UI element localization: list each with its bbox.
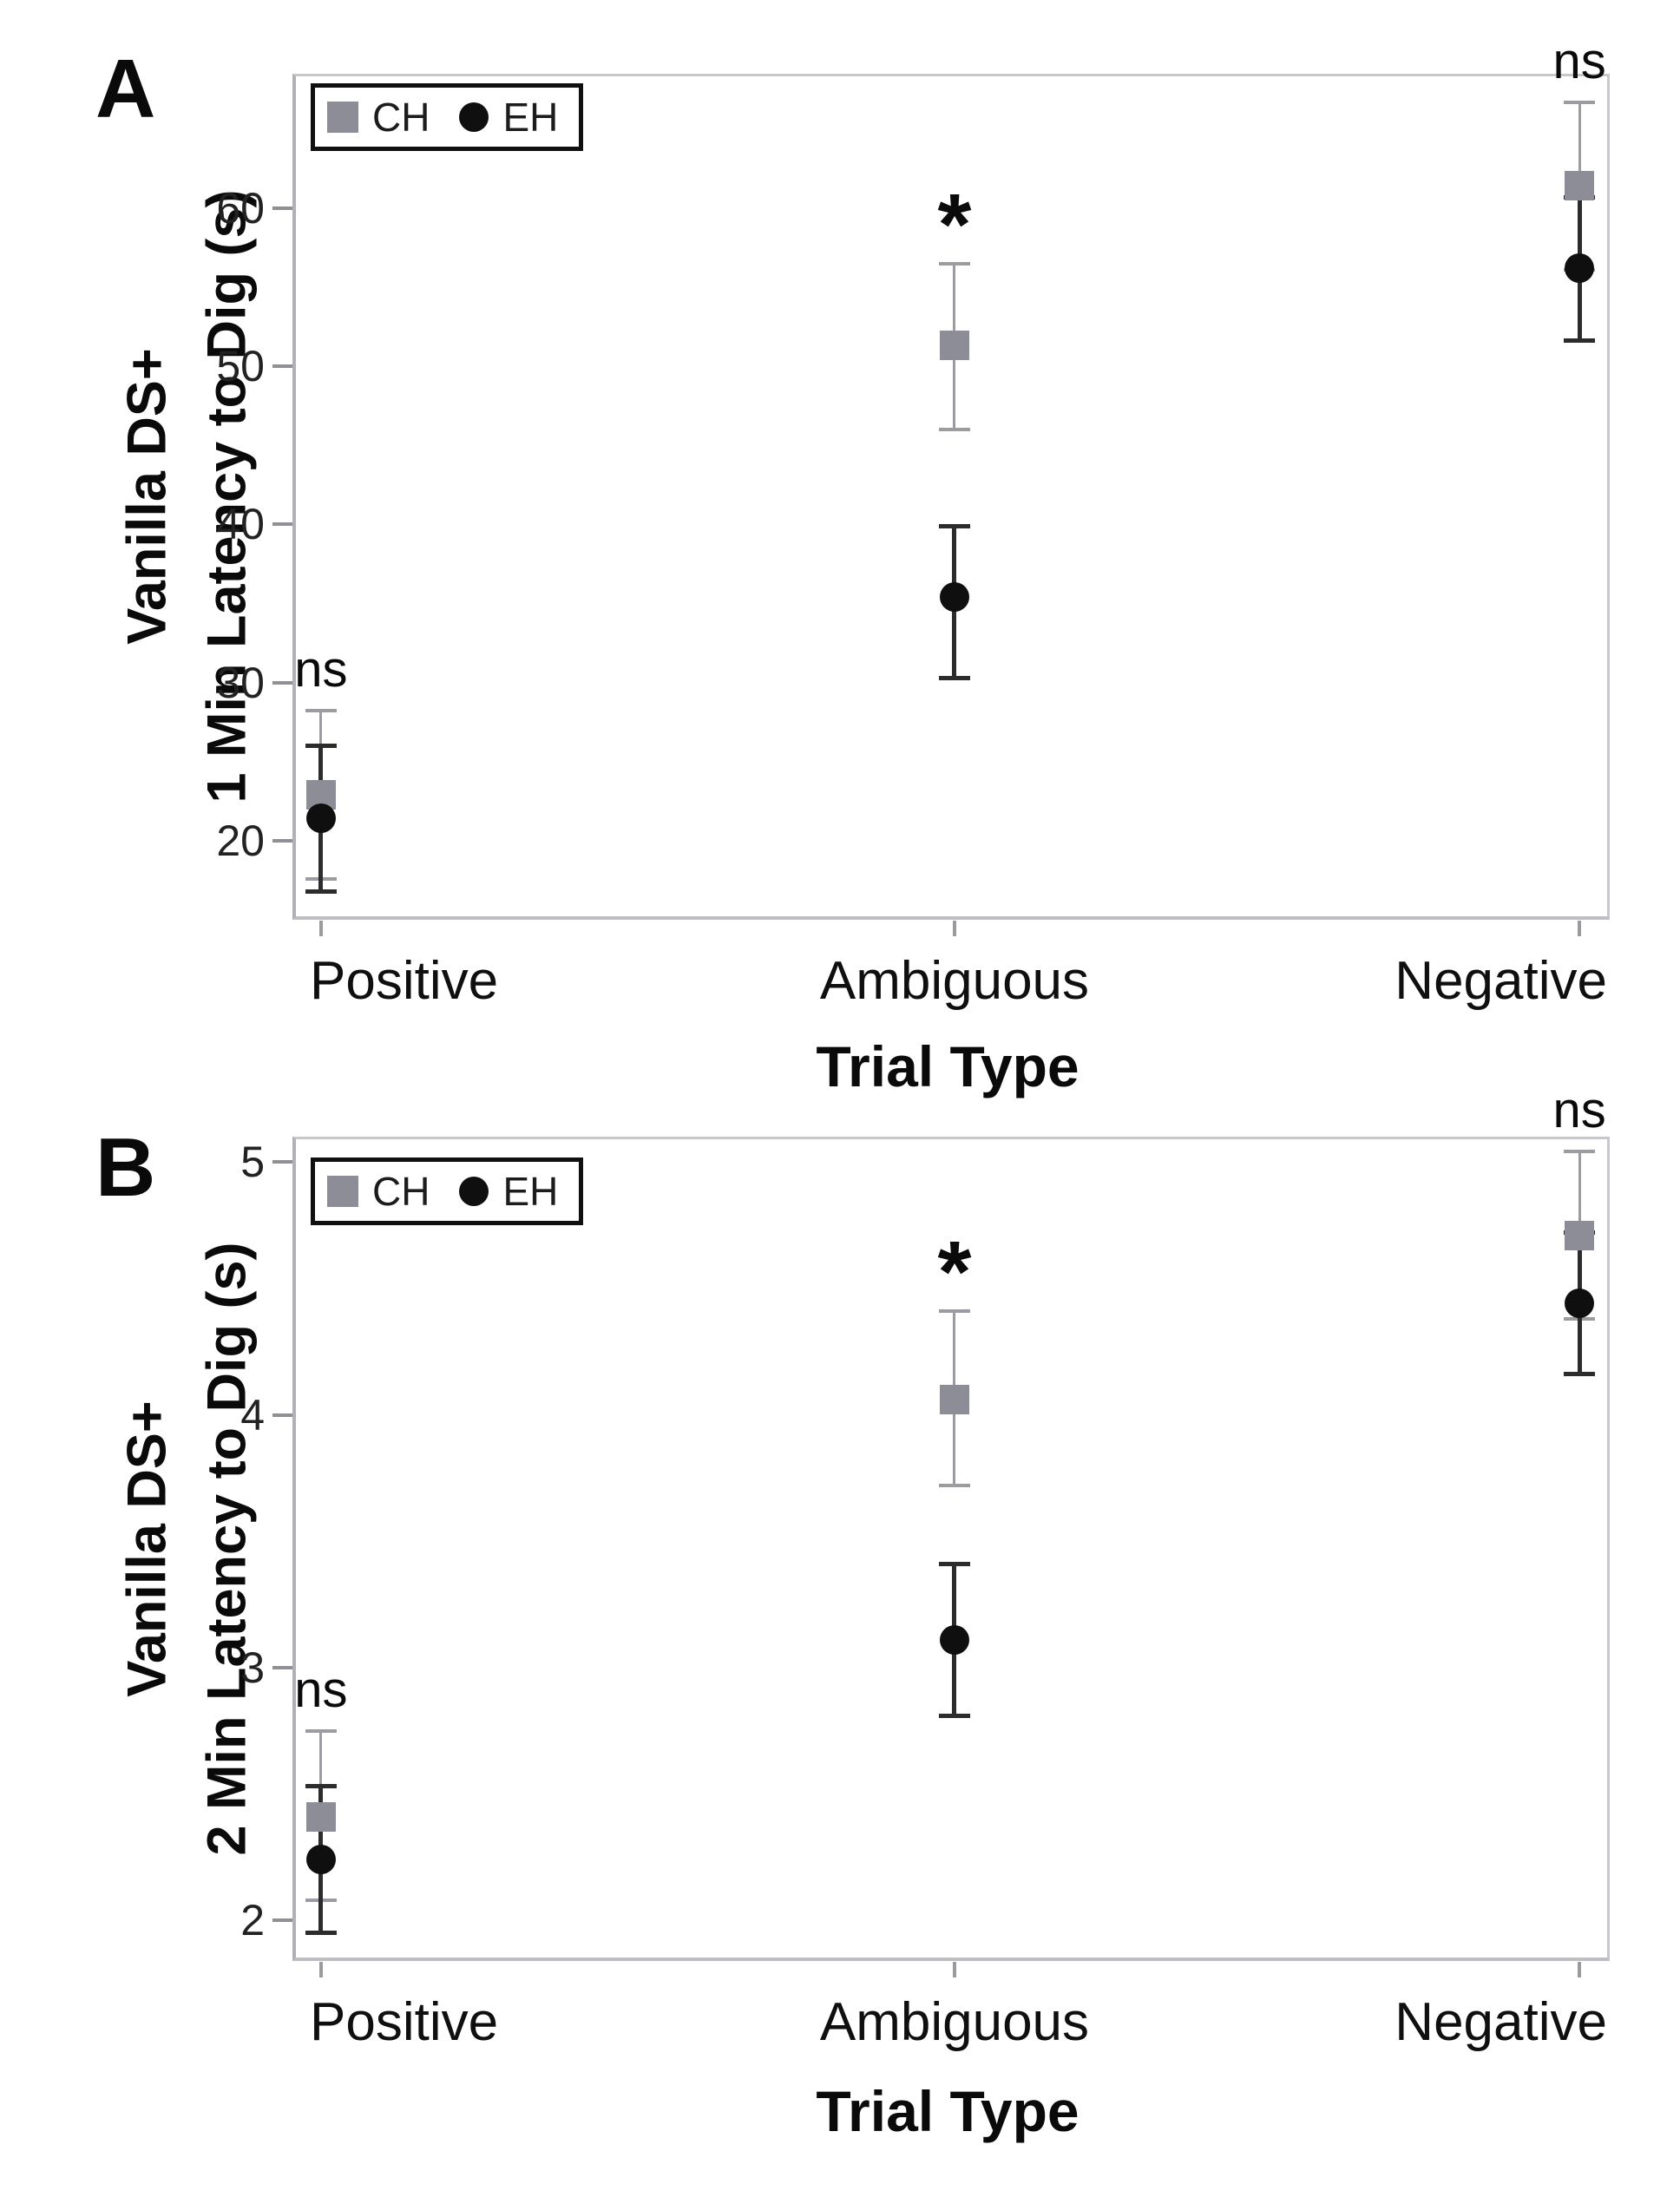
panel-b-x-tick-label-negative: Negative	[1395, 1992, 1607, 2052]
panel-b-y-tick-label: 5	[240, 1138, 265, 1187]
panel-b-x-tick-label-positive: Positive	[310, 1992, 499, 2052]
panel-a-x-tick	[952, 921, 956, 936]
panel-a-errorbar-cap-eh	[938, 523, 970, 528]
panel-a-marker-circle-eh	[305, 803, 336, 834]
panel-a-plot-frame	[292, 74, 1610, 920]
panel-a-y-tick-label: 30	[216, 658, 265, 707]
panel-a-y-tick	[272, 206, 292, 210]
panel-a-y-tick-label: 50	[216, 342, 265, 391]
panel-b-y-tick	[272, 1918, 292, 1923]
panel-b-marker-square-ch	[305, 1801, 336, 1832]
panel-b-errorbar-cap-ch	[1564, 1150, 1596, 1154]
panel-b-y-tick-label: 4	[240, 1390, 265, 1440]
panel-b-errorbar-cap-ch	[938, 1309, 970, 1314]
panel-a-yaxis-title-line2: 1 Min Latency to Dig (s)	[196, 189, 258, 803]
panel-b-x-tick	[1578, 1962, 1582, 1977]
panel-b-marker-circle-eh	[939, 1624, 969, 1655]
panel-b-marker-square-ch	[1565, 1220, 1595, 1250]
panel-a-legend: CH EH	[311, 83, 584, 151]
panel-b-errorbar-cap-eh	[938, 1713, 970, 1718]
panel-a-errorbar-cap-ch	[938, 261, 970, 266]
panel-a-y-tick	[272, 838, 292, 843]
panel-a-errorbar-cap-ch	[305, 709, 337, 713]
panel-a-x-tick-label-negative: Negative	[1395, 951, 1607, 1011]
panel-b-xaxis-title: Trial Type	[816, 2079, 1080, 2143]
panel-b-y-tick	[272, 1413, 292, 1417]
panel-b-marker-circle-eh	[1565, 1289, 1595, 1319]
panel-b-errorbar-cap-eh	[305, 1784, 337, 1789]
legend-ch-label: CH	[372, 1169, 430, 1214]
panel-b-y-tick	[272, 1160, 292, 1164]
panel-b-x-tick	[318, 1962, 323, 1977]
panel-b-significance-positive: ns	[294, 1661, 348, 1718]
panel-a-x-tick	[318, 921, 323, 936]
panel-b-letter: B	[95, 1121, 156, 1214]
panel-a-letter: A	[95, 43, 156, 135]
panel-b-plot-frame	[292, 1137, 1610, 1961]
panel-b-errorbar-cap-ch	[305, 1728, 337, 1733]
panel-b-y-tick	[272, 1665, 292, 1669]
panel-a-y-tick	[272, 680, 292, 685]
panel-b-marker-square-ch	[939, 1385, 969, 1415]
panel-b-y-tick-label: 2	[240, 1896, 265, 1945]
panel-a-y-tick-label: 60	[216, 183, 265, 233]
panel-a-errorbar-cap-eh	[305, 889, 337, 894]
panel-b-errorbar-cap-eh	[305, 1931, 337, 1936]
panel-b-significance-ambiguous: *	[937, 1223, 972, 1321]
panel-b-marker-circle-eh	[305, 1845, 336, 1875]
legend-eh-label: EH	[502, 1169, 559, 1214]
panel-b-yaxis-title-line2: 2 Min Latency to Dig (s)	[196, 1242, 258, 1856]
panel-a-significance-negative: ns	[1552, 32, 1606, 89]
panel-a-errorbar-cap-eh	[938, 675, 970, 680]
panel-a-marker-circle-eh	[1565, 253, 1595, 284]
legend-ch-square-marker	[327, 102, 358, 133]
panel-b-legend: CH EH	[311, 1158, 584, 1225]
panel-a-marker-circle-eh	[939, 582, 969, 613]
panel-a-errorbar-cap-ch	[1564, 100, 1596, 104]
panel-a-x-tick-label-positive: Positive	[310, 951, 499, 1011]
panel-a-errorbar-cap-eh	[305, 744, 337, 749]
panel-a-xaxis-title: Trial Type	[816, 1034, 1080, 1098]
panel-b-errorbar-cap-ch	[938, 1484, 970, 1488]
panel-a-y-tick	[272, 522, 292, 527]
legend-eh-label: EH	[502, 95, 559, 140]
panel-a-x-tick-label-ambiguous: Ambiguous	[819, 951, 1090, 1011]
panel-b-x-tick-label-ambiguous: Ambiguous	[819, 1992, 1090, 2052]
panel-a-errorbar-cap-eh	[1564, 338, 1596, 344]
panel-a-marker-square-ch	[1565, 171, 1595, 201]
legend-eh-circle-marker	[459, 1177, 489, 1206]
panel-a-significance-positive: ns	[294, 641, 348, 698]
panel-a-y-tick	[272, 364, 292, 369]
panel-b-errorbar-cap-eh	[1564, 1372, 1596, 1377]
panel-b-errorbar-cap-eh	[938, 1561, 970, 1566]
panel-a-significance-ambiguous: *	[937, 175, 972, 273]
panel-a-y-tick-label: 20	[216, 816, 265, 865]
panel-a-marker-square-ch	[939, 331, 969, 361]
legend-eh-circle-marker	[459, 102, 489, 132]
panel-b-x-tick	[952, 1962, 956, 1977]
panel-a-errorbar-cap-ch	[938, 428, 970, 432]
legend-ch-square-marker	[327, 1176, 358, 1207]
panel-a-y-tick-label: 40	[216, 500, 265, 549]
panel-a-yaxis-title-line1: Vanilla DS+	[116, 348, 178, 645]
panel-b-y-tick-label: 3	[240, 1643, 265, 1692]
panel-a-x-tick	[1578, 921, 1582, 936]
legend-ch-label: CH	[372, 95, 430, 140]
panel-b-significance-negative: ns	[1552, 1082, 1606, 1139]
